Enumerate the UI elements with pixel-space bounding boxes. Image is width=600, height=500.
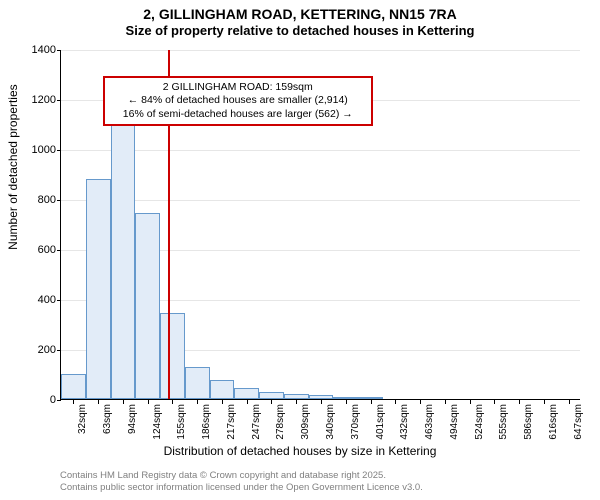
annotation-line: ← 84% of detached houses are smaller (2,…: [111, 94, 365, 107]
ytick-mark: [57, 250, 61, 251]
histogram-bar: [259, 392, 284, 400]
xtick-label: 555sqm: [498, 404, 509, 440]
gridline: [61, 150, 580, 151]
histogram-bar: [61, 374, 86, 399]
xtick-label: 432sqm: [399, 404, 410, 440]
footer-line-2: Contains public sector information licen…: [60, 482, 423, 494]
xtick-mark: [346, 400, 347, 404]
xtick-label: 155sqm: [176, 404, 187, 440]
xtick-label: 278sqm: [275, 404, 286, 440]
title-main: 2, GILLINGHAM ROAD, KETTERING, NN15 7RA: [0, 6, 600, 22]
xtick-mark: [148, 400, 149, 404]
chart-area: 020040060080010001200140032sqm63sqm94sqm…: [60, 50, 580, 400]
xtick-label: 186sqm: [201, 404, 212, 440]
xtick-label: 586sqm: [523, 404, 534, 440]
xtick-mark: [494, 400, 495, 404]
xtick-mark: [271, 400, 272, 404]
xtick-label: 247sqm: [251, 404, 262, 440]
ytick-label: 400: [16, 294, 56, 306]
ytick-mark: [57, 350, 61, 351]
xtick-label: 124sqm: [152, 404, 163, 440]
xtick-mark: [222, 400, 223, 404]
xtick-mark: [445, 400, 446, 404]
histogram-bar: [210, 380, 235, 399]
x-axis-label: Distribution of detached houses by size …: [0, 444, 600, 458]
xtick-mark: [371, 400, 372, 404]
xtick-mark: [321, 400, 322, 404]
xtick-mark: [519, 400, 520, 404]
histogram-bar: [135, 213, 160, 399]
ytick-mark: [57, 400, 61, 401]
ytick-label: 200: [16, 344, 56, 356]
xtick-mark: [296, 400, 297, 404]
xtick-mark: [98, 400, 99, 404]
histogram-bar: [333, 397, 358, 400]
annotation-line: 16% of semi-detached houses are larger (…: [111, 108, 365, 121]
footer-line-1: Contains HM Land Registry data © Crown c…: [60, 470, 423, 482]
histogram-bar: [185, 367, 210, 400]
xtick-label: 94sqm: [127, 404, 138, 434]
xtick-label: 32sqm: [77, 404, 88, 434]
xtick-mark: [123, 400, 124, 404]
ytick-label: 0: [16, 394, 56, 406]
ytick-label: 800: [16, 194, 56, 206]
xtick-label: 463sqm: [424, 404, 435, 440]
xtick-label: 217sqm: [226, 404, 237, 440]
xtick-mark: [197, 400, 198, 404]
xtick-mark: [544, 400, 545, 404]
xtick-label: 370sqm: [350, 404, 361, 440]
xtick-mark: [569, 400, 570, 404]
ytick-mark: [57, 50, 61, 51]
xtick-label: 524sqm: [474, 404, 485, 440]
xtick-label: 63sqm: [102, 404, 113, 434]
xtick-mark: [73, 400, 74, 404]
annotation-line: 2 GILLINGHAM ROAD: 159sqm: [111, 81, 365, 94]
xtick-label: 309sqm: [300, 404, 311, 440]
gridline: [61, 50, 580, 51]
histogram-bar: [284, 394, 309, 399]
xtick-mark: [247, 400, 248, 404]
histogram-bar: [358, 397, 383, 399]
xtick-mark: [470, 400, 471, 404]
plot: 020040060080010001200140032sqm63sqm94sqm…: [60, 50, 580, 400]
ytick-label: 1000: [16, 144, 56, 156]
ytick-label: 1400: [16, 44, 56, 56]
xtick-mark: [172, 400, 173, 404]
xtick-label: 340sqm: [325, 404, 336, 440]
histogram-bar: [86, 179, 111, 399]
ytick-mark: [57, 100, 61, 101]
histogram-bar: [234, 388, 259, 399]
xtick-mark: [420, 400, 421, 404]
ytick-label: 1200: [16, 94, 56, 106]
gridline: [61, 200, 580, 201]
title-sub: Size of property relative to detached ho…: [0, 23, 600, 38]
ytick-mark: [57, 200, 61, 201]
xtick-mark: [395, 400, 396, 404]
xtick-label: 401sqm: [375, 404, 386, 440]
ytick-label: 600: [16, 244, 56, 256]
ytick-mark: [57, 150, 61, 151]
xtick-label: 647sqm: [573, 404, 584, 440]
xtick-label: 616sqm: [548, 404, 559, 440]
xtick-label: 494sqm: [449, 404, 460, 440]
title-block: 2, GILLINGHAM ROAD, KETTERING, NN15 7RA …: [0, 0, 600, 38]
footer: Contains HM Land Registry data © Crown c…: [60, 470, 423, 494]
y-axis-label: Number of detached properties: [6, 84, 20, 249]
ytick-mark: [57, 300, 61, 301]
histogram-bar: [309, 395, 334, 399]
histogram-bar: [111, 110, 136, 399]
annotation-box: 2 GILLINGHAM ROAD: 159sqm← 84% of detach…: [103, 76, 373, 125]
histogram-bar: [160, 313, 185, 399]
